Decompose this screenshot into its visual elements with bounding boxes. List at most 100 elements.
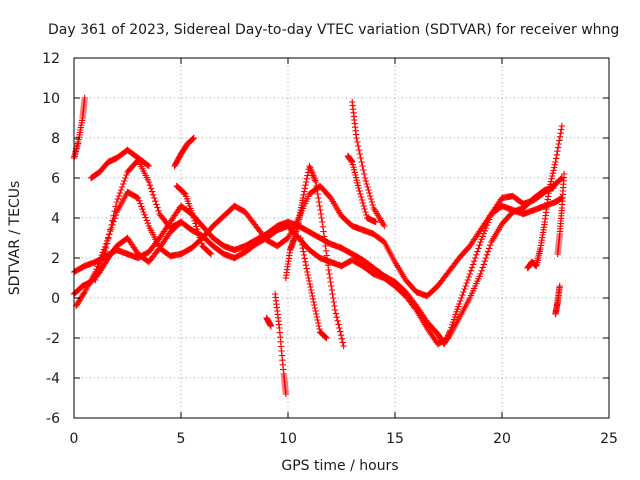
data-point	[338, 335, 346, 342]
series-arc-15	[552, 282, 563, 318]
data-point	[320, 228, 327, 235]
data-point	[313, 186, 321, 194]
data-point	[556, 133, 564, 140]
data-point	[297, 234, 305, 242]
data-point	[194, 228, 202, 236]
data-point	[550, 167, 557, 174]
data-point	[545, 186, 553, 194]
data-point	[340, 342, 347, 350]
data-point	[137, 200, 144, 207]
series-arc-10	[271, 290, 290, 398]
data-point	[361, 205, 368, 213]
data-point	[547, 181, 554, 188]
data-point	[196, 234, 204, 241]
data-point	[97, 260, 104, 268]
data-point	[144, 220, 152, 227]
y-tick-label: 8	[51, 131, 60, 147]
data-point	[304, 271, 312, 279]
data-point	[552, 158, 559, 166]
data-point	[326, 274, 334, 282]
data-point	[480, 230, 488, 237]
data-point	[336, 324, 343, 332]
data-point	[457, 297, 464, 305]
data-point	[335, 321, 342, 328]
data-point	[557, 130, 564, 137]
data-point	[306, 280, 314, 288]
data-point	[464, 276, 471, 284]
data-point	[356, 187, 363, 195]
data-point	[155, 207, 162, 214]
data-point	[176, 219, 184, 226]
data-point	[558, 122, 566, 130]
data-point	[191, 217, 198, 224]
data-point	[556, 282, 563, 290]
data-point	[317, 210, 325, 218]
data-point	[110, 212, 117, 219]
data-point	[330, 298, 337, 306]
data-point	[357, 190, 364, 198]
y-tick-label: 6	[51, 171, 60, 187]
data-point	[550, 184, 557, 192]
data-point	[193, 223, 200, 230]
data-point	[466, 270, 474, 278]
data-point	[333, 314, 340, 321]
data-point	[324, 262, 332, 269]
data-point	[153, 201, 160, 208]
data-point	[363, 211, 370, 219]
data-point	[189, 135, 197, 142]
chart-title: Day 361 of 2023, Sidereal Day-to-day VTE…	[48, 22, 619, 38]
data-point	[118, 183, 126, 191]
data-point	[332, 310, 340, 317]
series-arc-17	[524, 122, 566, 272]
data-point	[357, 154, 364, 162]
y-tick-label: 10	[42, 91, 60, 107]
data-point	[145, 178, 153, 186]
data-point	[298, 238, 305, 245]
data-point	[479, 233, 486, 240]
data-point	[309, 295, 317, 303]
data-point	[106, 231, 113, 238]
data-point	[301, 185, 309, 192]
series-arc-3	[70, 184, 557, 348]
data-point	[369, 201, 376, 209]
data-point	[96, 264, 103, 271]
data-point	[554, 148, 561, 155]
data-point	[133, 194, 141, 201]
data-point	[363, 180, 370, 188]
data-point	[105, 235, 112, 242]
data-point	[484, 248, 492, 255]
data-point	[554, 144, 562, 151]
data-point	[307, 283, 314, 291]
data-point	[302, 182, 309, 189]
data-point	[304, 172, 311, 179]
data-point	[474, 248, 481, 255]
data-point	[140, 208, 147, 216]
data-point	[322, 333, 329, 340]
x-tick-label: 10	[279, 431, 297, 447]
data-point	[360, 170, 368, 178]
x-tick-label: 5	[177, 431, 186, 447]
data-point	[300, 248, 307, 255]
data-point	[120, 180, 127, 188]
data-point	[558, 126, 565, 133]
data-point	[136, 197, 143, 204]
data-point	[549, 170, 557, 177]
data-point	[302, 178, 310, 186]
data-point	[109, 217, 116, 224]
data-point	[313, 313, 321, 321]
data-point	[361, 174, 369, 182]
data-point	[80, 290, 88, 297]
data-point	[305, 277, 313, 285]
data-point	[366, 192, 374, 200]
data-point	[117, 186, 125, 194]
data-point	[322, 242, 329, 250]
data-point	[553, 151, 560, 158]
data-point	[116, 189, 124, 197]
data-point	[110, 218, 117, 225]
data-point	[482, 254, 490, 262]
data-point	[556, 137, 563, 144]
data-point	[364, 183, 371, 191]
data-point	[319, 218, 326, 226]
series-arc-8	[173, 182, 215, 258]
data-point	[548, 175, 555, 182]
